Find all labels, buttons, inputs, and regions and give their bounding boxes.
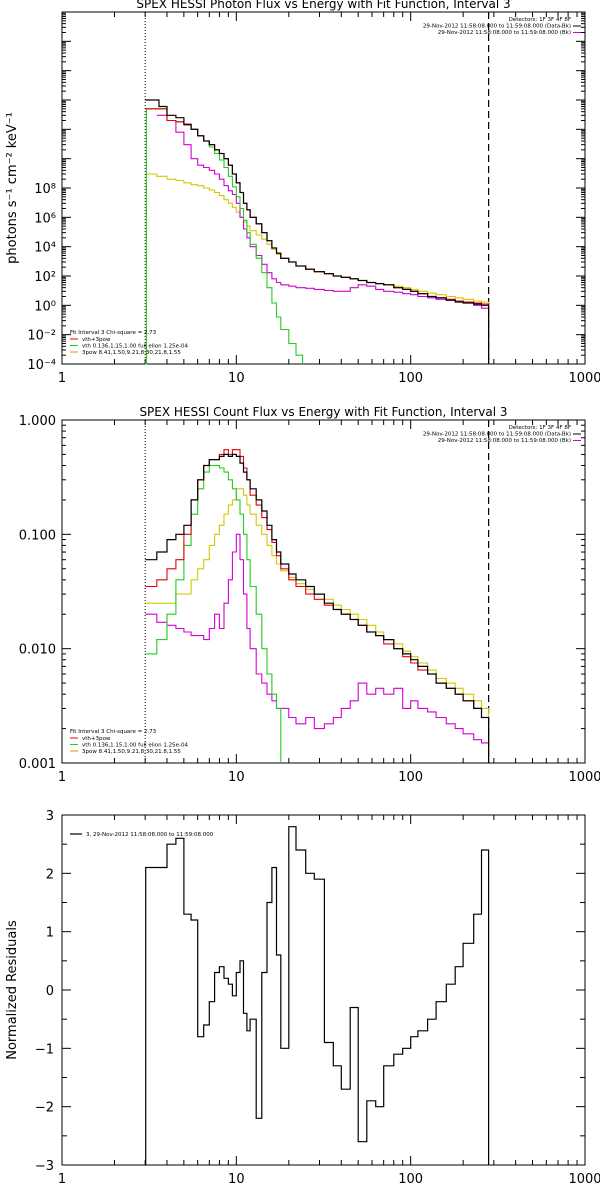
x-tick-label: 100 [398,1172,423,1187]
legend-entry: 3pow 8.41,1.50,9.21,8.30,21.8,1.55 [82,749,181,755]
plot-frame [61,814,586,1166]
y-tick-label: −1 [35,1042,54,1057]
fit-interval-label: Fit Interval 3 Chi-square = 2.73 [70,330,157,336]
x-tick-label: 1 [58,770,66,785]
header-line: 29-Nov-2012 11:58:08.000 to 11:59:08.000… [438,30,571,36]
header-line: Detectors: 1F 3F 4F 8F [509,17,571,23]
y-tick-label: 0.001 [19,757,56,772]
plot-frame [61,11,586,365]
series-red-line [145,108,490,364]
y-tick-label: 10⁻² [27,329,56,344]
y-tick-label: 10⁻⁴ [27,358,56,373]
x-tick-label: 10 [228,770,245,785]
series-yellow-line [145,488,490,763]
y-tick-label: 3 [46,809,54,824]
chart-title: SPEX HESSI Photon Flux vs Energy with Fi… [136,0,510,11]
y-tick-label: 10² [34,270,56,285]
x-tick-label: 100 [398,371,423,386]
series-yellow-line [145,173,490,365]
y-tick-label: 10⁶ [34,211,56,226]
y-tick-label: 1 [46,926,54,941]
series-red-line [145,449,490,763]
header-line: 29-Nov-2012 11:58:08.000 to 11:59:08.000… [423,432,571,438]
x-tick-label: 10 [228,371,245,386]
y-tick-label: 10⁰ [34,299,56,314]
series-magenta-line [156,114,490,310]
fit-interval-label: Fit Interval 3 Chi-square = 2.73 [70,729,157,735]
y-tick-label: 0.100 [19,528,56,543]
series-green-line [145,108,304,365]
y-tick-label: −2 [35,1101,54,1116]
x-tick-label: 10 [228,1172,245,1187]
legend-entry: vth 0.136,1.15,1.00 full elion 1.25e-04 [82,344,189,350]
header-line: Detectors: 1F 3F 4F 8F [509,425,571,431]
y-tick-label: −3 [35,1159,54,1174]
x-tick-label: 1 [58,371,66,386]
series-black-line [145,826,490,1166]
x-tick-label: 1000 [568,770,600,785]
x-tick-label: 1 [58,1172,66,1187]
header-line: 29-Nov-2012 11:58:08.000 to 11:59:08.000… [438,438,571,444]
legend-entry: 3, 29-Nov-2012 11:58:08.000 to 11:59:08.… [86,832,214,838]
legend-entry: vth+3pow [82,736,111,742]
y-axis-label: photons s⁻¹ cm⁻² keV⁻¹ [5,112,20,264]
y-tick-label: 0 [46,984,54,999]
series-black-line [145,99,490,364]
x-tick-label: 1000 [568,371,600,386]
series-black-line [145,453,490,763]
x-tick-label: 1000 [568,1172,600,1187]
header-line: 29-Nov-2012 11:58:08.000 to 11:59:08.000… [423,24,571,30]
y-tick-label: 1.000 [19,414,56,429]
chart-title: SPEX HESSI Count Flux vs Energy with Fit… [139,405,507,419]
legend-entry: vth 0.136,1.15,1.00 full elion 1.25e-04 [82,743,189,749]
x-tick-label: 100 [398,770,423,785]
y-tick-label: 10⁸ [34,182,56,197]
legend-entry: vth+3pow [82,337,111,343]
legend-entry: 3pow 8.41,1.50,9.21,8.30,21.8,1.55 [82,350,181,356]
series-magenta-line [145,533,490,747]
y-axis-label: Normalized Residuals [5,920,20,1060]
y-tick-label: 0.010 [19,643,56,658]
y-tick-label: 2 [46,867,54,882]
plot-frame [61,419,586,764]
series-green-line [145,464,282,763]
y-tick-label: 10⁴ [34,241,56,256]
